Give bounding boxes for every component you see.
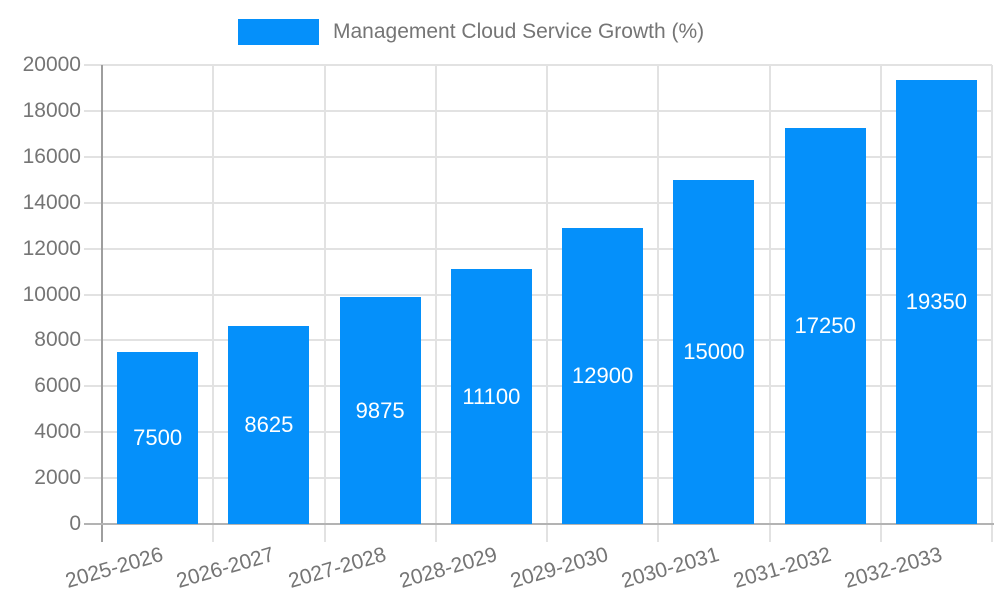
y-gridline xyxy=(84,477,992,480)
y-tick-label: 10000 xyxy=(22,282,81,306)
y-tick-label: 0 xyxy=(69,512,81,535)
bar xyxy=(562,227,644,524)
x-tick-label: 2025-2026 xyxy=(63,543,166,593)
x-gridline xyxy=(991,65,993,542)
x-tick-label: 2028-2029 xyxy=(396,543,500,593)
x-gridline xyxy=(212,65,215,542)
x-gridline xyxy=(546,65,548,542)
x-tick-label: 2029-2030 xyxy=(508,543,611,593)
bar-value-label: 9875 xyxy=(355,397,405,423)
y-tick-label: 20000 xyxy=(22,53,81,76)
y-tick-label: 16000 xyxy=(22,144,81,168)
x-gridline xyxy=(323,65,326,542)
y-gridline xyxy=(84,155,992,158)
bar xyxy=(784,128,866,524)
x-gridline xyxy=(434,65,437,542)
y-gridline xyxy=(84,385,992,388)
bar xyxy=(673,179,755,524)
y-tick-label: 12000 xyxy=(22,236,81,260)
x-tick-label: 2030-2031 xyxy=(619,543,723,593)
x-gridline xyxy=(879,65,882,542)
y-tick-label: 14000 xyxy=(22,190,81,214)
y-axis-line xyxy=(101,65,103,542)
x-gridline xyxy=(768,65,771,542)
x-tick-label: 2031-2032 xyxy=(730,543,834,593)
x-tick-label: 2032-2033 xyxy=(841,543,945,593)
y-gridline xyxy=(84,293,992,296)
y-gridline xyxy=(84,431,992,434)
x-tick-label: 2026-2027 xyxy=(174,543,278,593)
legend-label: Management Cloud Service Growth (%) xyxy=(333,20,705,43)
y-tick-label: 18000 xyxy=(22,98,81,122)
legend-swatch[interactable] xyxy=(238,19,319,45)
bar-value-label: 8625 xyxy=(244,412,294,438)
y-tick-label: 6000 xyxy=(34,374,81,398)
y-gridline xyxy=(84,201,992,204)
y-gridline xyxy=(84,339,992,342)
x-gridline xyxy=(657,65,660,542)
bar-value-label: 19350 xyxy=(905,288,967,314)
y-gridline xyxy=(84,247,992,250)
bar xyxy=(117,351,199,524)
bar xyxy=(228,326,310,524)
x-axis-line xyxy=(84,523,994,525)
x-tick-label: 2027-2028 xyxy=(285,543,389,593)
bar-value-label: 12900 xyxy=(572,362,634,388)
bar-value-label: 7500 xyxy=(133,424,183,450)
bar-value-label: 11100 xyxy=(462,383,521,409)
bar-value-label: 17250 xyxy=(794,313,856,339)
bar xyxy=(895,79,977,524)
y-tick-label: 4000 xyxy=(34,420,81,444)
bar xyxy=(450,269,532,524)
y-gridline xyxy=(84,109,992,112)
y-tick-label: 2000 xyxy=(34,466,81,490)
bar xyxy=(339,297,421,524)
y-tick-label: 8000 xyxy=(34,328,81,352)
bar-value-label: 15000 xyxy=(683,338,745,364)
y-gridline xyxy=(84,64,992,66)
